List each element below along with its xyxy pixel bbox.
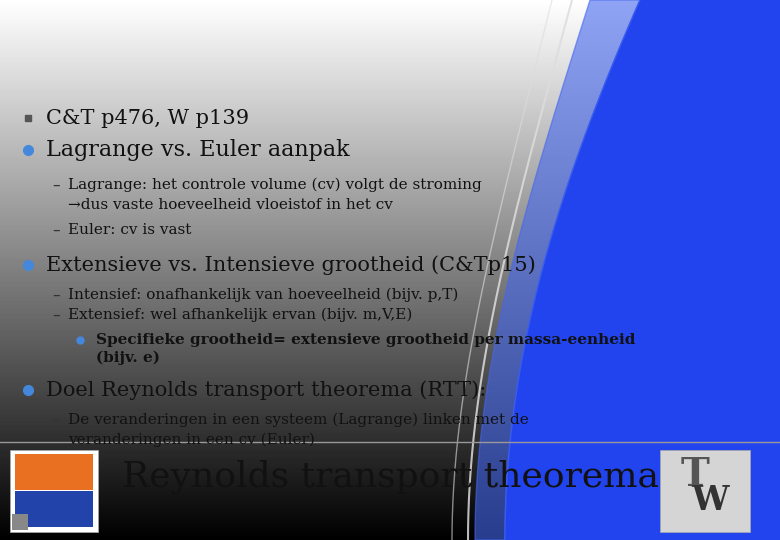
Text: W: W: [691, 483, 729, 516]
Text: →dus vaste hoeveelheid vloeistof in het cv: →dus vaste hoeveelheid vloeistof in het …: [68, 198, 393, 212]
Text: –: –: [52, 287, 59, 302]
Text: C&T p476, W p139: C&T p476, W p139: [46, 109, 249, 127]
FancyBboxPatch shape: [15, 454, 93, 490]
Text: –: –: [52, 307, 59, 322]
Text: Extensief: wel afhankelijk ervan (bijv. m,V,E): Extensief: wel afhankelijk ervan (bijv. …: [68, 308, 413, 322]
Text: veranderingen in een cv (Euler): veranderingen in een cv (Euler): [68, 433, 315, 447]
Text: Extensieve vs. Intensieve grootheid (C&Tp15): Extensieve vs. Intensieve grootheid (C&T…: [46, 255, 536, 275]
Text: T: T: [681, 456, 710, 494]
Text: Lagrange vs. Euler aanpak: Lagrange vs. Euler aanpak: [46, 139, 349, 161]
Text: Doel Reynolds transport theorema (RTT):: Doel Reynolds transport theorema (RTT):: [46, 380, 486, 400]
FancyBboxPatch shape: [10, 450, 98, 532]
Text: Intensief: onafhankelijk van hoeveelheid (bijv. p,T): Intensief: onafhankelijk van hoeveelheid…: [68, 288, 459, 302]
Text: Reynolds transport theorema: Reynolds transport theorema: [122, 460, 658, 494]
Text: De veranderingen in een systeem (Lagrange) linken met de: De veranderingen in een systeem (Lagrang…: [68, 413, 529, 427]
Text: (bijv. e): (bijv. e): [96, 351, 160, 365]
Polygon shape: [475, 0, 640, 540]
Text: Lagrange: het controle volume (cv) volgt de stroming: Lagrange: het controle volume (cv) volgt…: [68, 178, 482, 192]
FancyBboxPatch shape: [660, 450, 750, 532]
Bar: [12, 514, 28, 530]
Text: Specifieke grootheid= extensieve grootheid per massa-eenheid: Specifieke grootheid= extensieve groothe…: [96, 333, 636, 347]
Text: –: –: [52, 222, 59, 238]
FancyBboxPatch shape: [15, 491, 93, 527]
Text: Euler: cv is vast: Euler: cv is vast: [68, 223, 191, 237]
Text: –: –: [52, 413, 59, 428]
Polygon shape: [505, 0, 780, 540]
Text: –: –: [52, 178, 59, 192]
